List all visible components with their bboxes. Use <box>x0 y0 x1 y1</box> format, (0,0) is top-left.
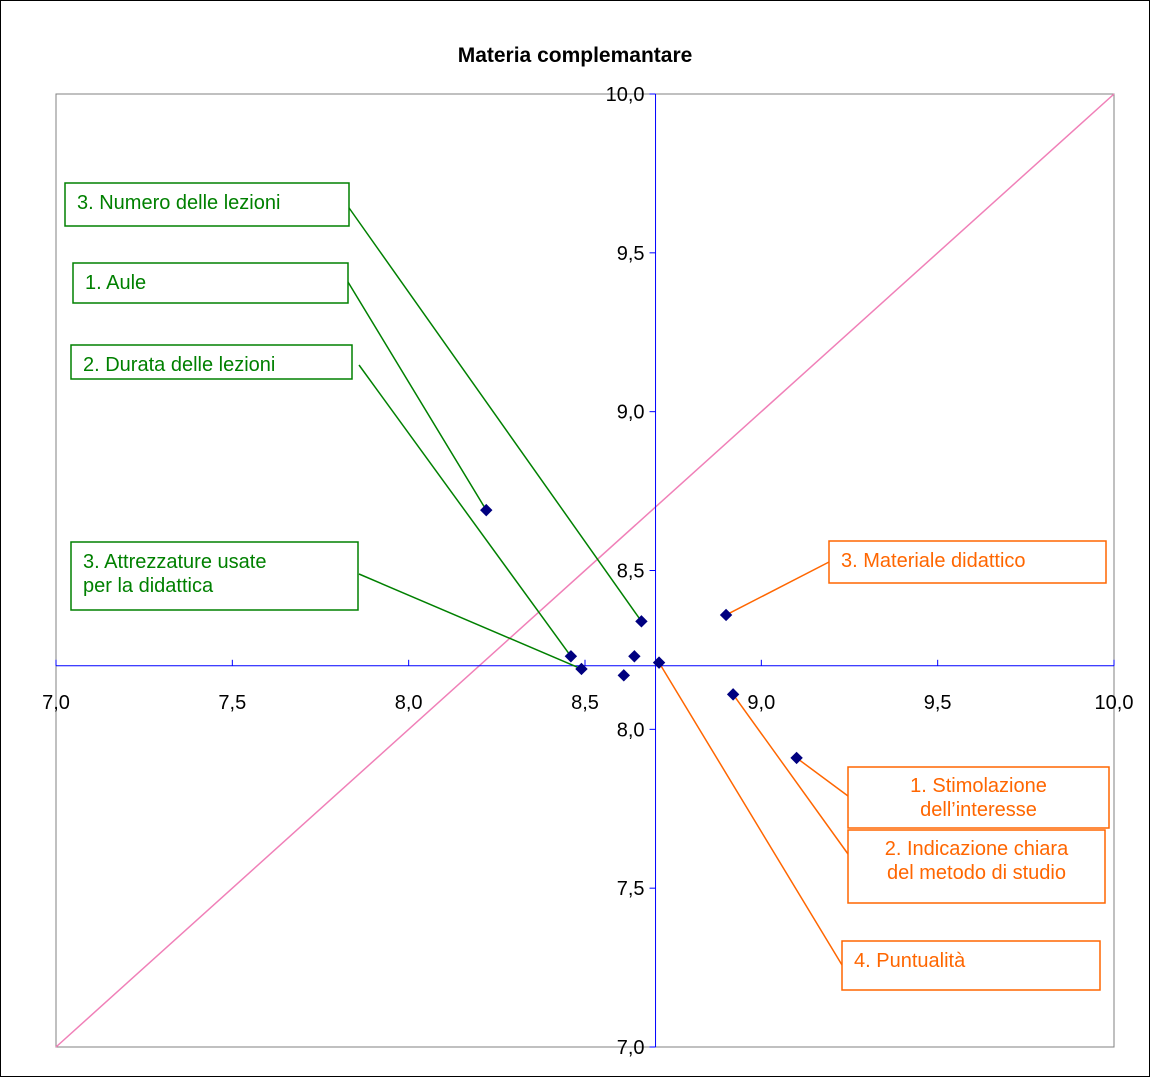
annotation-leader-line <box>732 693 849 855</box>
data-point-marker <box>726 688 740 701</box>
annotation-leader-line <box>796 757 849 797</box>
annotation-leader-line <box>358 573 582 670</box>
annotation-label: 2. Durata delle lezioni <box>83 354 275 376</box>
y-tick-label: 7,0 <box>617 1037 645 1059</box>
data-point-marker <box>617 669 631 682</box>
annotation-leader-line <box>658 662 843 966</box>
annotation-box <box>847 766 1110 829</box>
data-point-marker <box>719 608 733 622</box>
x-tick-label: 10,0 <box>1095 692 1134 714</box>
y-tick-label: 9,5 <box>617 243 645 265</box>
annotation-label: 1. Stimolazione <box>910 775 1047 797</box>
annotation-label: 3. Numero delle lezioni <box>77 192 280 214</box>
data-point-marker <box>628 650 641 663</box>
annotation-label: per la didattica <box>83 575 214 597</box>
y-tick-label: 8,0 <box>617 719 645 741</box>
data-point-marker <box>652 656 666 669</box>
diagonal-reference-line <box>55 93 1115 1048</box>
annotation-leader-line <box>358 364 572 657</box>
annotation-leader-line <box>347 281 487 511</box>
x-tick-label: 7,5 <box>218 692 246 714</box>
data-point-marker <box>564 650 578 663</box>
annotation-label: 3. Materiale didattico <box>841 550 1026 572</box>
annotation-leader-line <box>346 204 643 622</box>
annotation-box <box>828 540 1107 584</box>
chart-title: Materia complemantare <box>457 44 693 67</box>
annotation-box <box>70 344 353 380</box>
y-tick-label: 7,5 <box>617 878 645 900</box>
plot-area <box>55 93 1115 1048</box>
y-tick-label: 9,0 <box>617 402 645 424</box>
x-tick-label: 9,5 <box>924 692 952 714</box>
annotation-label: 3. Attrezzature usate <box>83 551 266 573</box>
data-point-marker <box>790 751 803 765</box>
annotation-label: 1. Aule <box>85 272 146 294</box>
data-point-marker <box>480 503 493 517</box>
y-tick-label: 10,0 <box>606 84 645 106</box>
annotation-leader-line <box>725 561 830 616</box>
y-tick-label: 8,5 <box>617 561 645 583</box>
annotation-box <box>70 541 359 611</box>
annotation-box <box>72 262 349 304</box>
annotation-label: 2. Indicazione chiara <box>885 838 1069 860</box>
data-point-marker <box>635 615 648 628</box>
annotation-label: 4. Puntualità <box>854 950 966 972</box>
data-point-marker <box>575 662 588 676</box>
x-tick-label: 7,0 <box>42 692 70 714</box>
x-tick-label: 8,0 <box>395 692 423 714</box>
annotation-box <box>841 940 1101 991</box>
x-tick-label: 9,0 <box>747 692 775 714</box>
annotation-box <box>847 829 1106 904</box>
annotation-label: dell’interesse <box>920 799 1037 821</box>
annotation-label: del metodo di studio <box>887 862 1066 884</box>
x-tick-label: 8,5 <box>571 692 599 714</box>
annotation-box <box>64 182 350 227</box>
